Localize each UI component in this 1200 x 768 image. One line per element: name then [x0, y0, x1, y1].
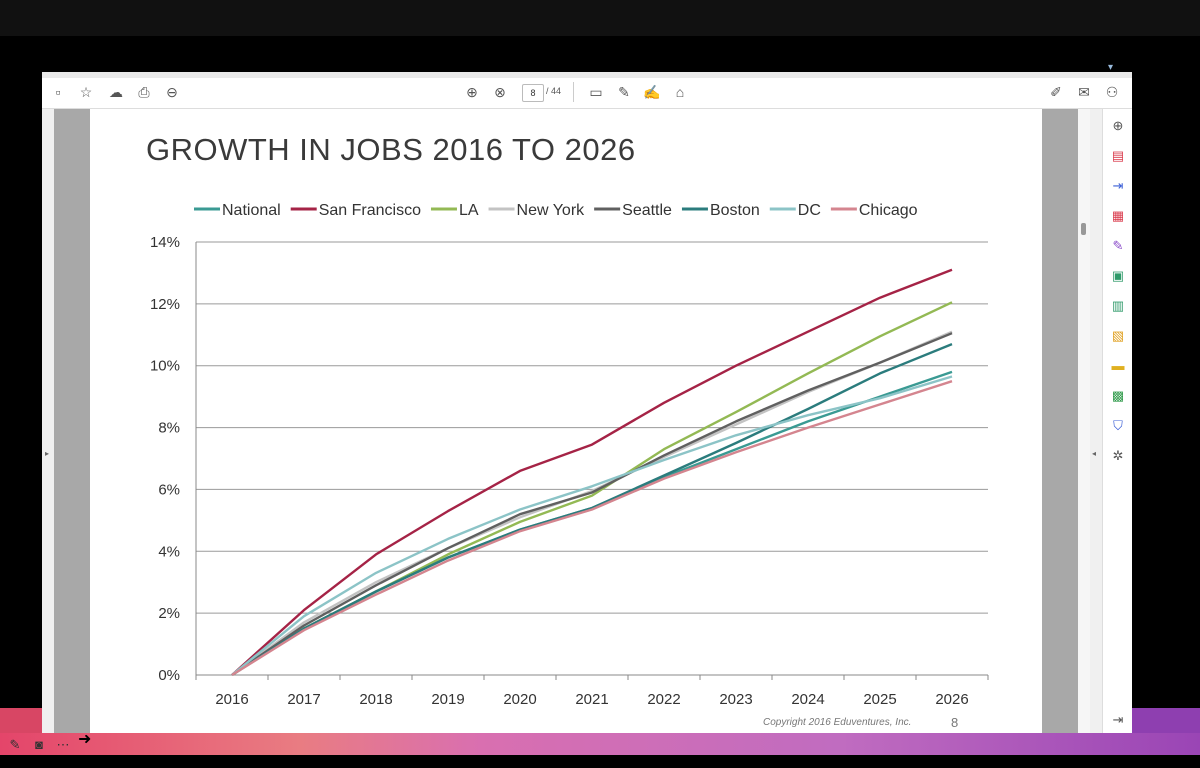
- zoom-in-icon[interactable]: ⊕: [1112, 117, 1124, 133]
- series-line-national: [231, 370, 953, 677]
- more-icon[interactable]: ⋯: [56, 736, 70, 752]
- slide-page: GROWTH IN JOBS 2016 TO 2026 0% 2% 4% 6% 8% 10…: [90, 109, 1042, 738]
- create-pdf-icon[interactable]: ▤: [1111, 147, 1125, 163]
- vertical-scrollbar[interactable]: [1078, 109, 1090, 738]
- y-tick-label: 10%: [150, 358, 180, 375]
- series-line-boston: [231, 342, 953, 677]
- y-tick-label: 6%: [158, 481, 180, 498]
- zoom-out-icon[interactable]: ⊖: [166, 84, 178, 100]
- export-pdf-icon[interactable]: ⇥: [1112, 177, 1124, 193]
- line-chart: 0% 2% 4% 6% 8% 10% 12% 14% 2016 2017 2018 2019 2020 2…: [150, 202, 989, 708]
- scrollbar-thumb[interactable]: [1081, 223, 1086, 235]
- edit-pdf-icon[interactable]: ✎: [1112, 237, 1124, 253]
- x-tick-label: 2024: [791, 691, 824, 708]
- series-line-san-francisco: [231, 268, 953, 676]
- organize-pages-icon[interactable]: ▦: [1111, 207, 1125, 223]
- bookmark-star-icon[interactable]: ☆: [79, 84, 93, 100]
- scan-icon[interactable]: ▧: [1111, 327, 1125, 343]
- y-tick-label: 4%: [158, 543, 180, 560]
- stamp-icon[interactable]: ⌂: [675, 84, 685, 100]
- mouse-cursor-icon: ➜: [78, 731, 92, 748]
- pdf-viewer-window: ▫ ☆ ☁ ⎙ ⊖ ⊕ ⊗ 8 / 44 ▭ ✎ ✍ ⌂ ✐ ✉ ⚇ ▸ GRO…: [42, 72, 1132, 738]
- screen-top-bar: [0, 0, 1200, 36]
- legend-label: LA: [459, 202, 479, 219]
- screen-black-band: [0, 36, 1200, 74]
- y-tick-label: 12%: [150, 296, 180, 313]
- combine-files-icon[interactable]: ▣: [1111, 267, 1125, 283]
- series-line-la: [231, 301, 953, 677]
- y-tick-label: 0%: [158, 667, 180, 684]
- email-icon[interactable]: ✉: [1078, 84, 1090, 100]
- comment-icon[interactable]: ▭: [589, 84, 603, 100]
- tools-side-panel: ⊕ ▤ ⇥ ▦ ✎ ▣ ▥ ▧ ▬ ▩ ⛉ ✲ ⇥: [1102, 109, 1132, 738]
- series-line-dc: [231, 375, 953, 676]
- add-user-icon[interactable]: ⚇: [1105, 84, 1119, 100]
- document-background-left: [54, 109, 90, 738]
- legend-label: DC: [798, 202, 821, 219]
- expand-left-icon: ▸: [45, 449, 50, 458]
- page-number-input[interactable]: 8: [522, 84, 544, 102]
- page-total: / 44: [546, 86, 562, 96]
- x-tick-label: 2020: [503, 691, 536, 708]
- protect-icon[interactable]: ⛉: [1113, 417, 1123, 433]
- x-tick-label: 2022: [647, 691, 680, 708]
- collapse-right-icon: ◂: [1092, 449, 1097, 458]
- y-tick-label: 2%: [158, 605, 180, 622]
- toolbar-divider: [573, 82, 574, 102]
- y-tick-label: 14%: [150, 234, 180, 251]
- x-tick-label: 2019: [431, 691, 464, 708]
- page-down-icon[interactable]: ⊗: [494, 84, 506, 100]
- x-tick-label: 2018: [359, 691, 392, 708]
- window-corner-icon: ▾: [1108, 62, 1114, 73]
- chart-title: GROWTH IN JOBS 2016 TO 2026: [146, 132, 636, 167]
- print-production-icon[interactable]: ▩: [1111, 387, 1125, 403]
- taskbar: [0, 733, 1200, 755]
- tab-strip: [42, 72, 1132, 78]
- comment-panel-icon[interactable]: ▬: [1111, 357, 1125, 373]
- legend-label: San Francisco: [319, 202, 421, 219]
- y-tick-label: 8%: [158, 420, 180, 437]
- legend-label: Boston: [710, 202, 760, 219]
- pdf-toolbar: ▫ ☆ ☁ ⎙ ⊖ ⊕ ⊗ 8 / 44 ▭ ✎ ✍ ⌂ ✐ ✉ ⚇: [42, 78, 1132, 109]
- fill-sign-icon[interactable]: ✐: [1050, 84, 1062, 100]
- slide-number: 8: [951, 715, 959, 730]
- document-background-right: [1042, 109, 1078, 738]
- screen-bottom-bar: [0, 755, 1200, 768]
- highlight-pen-icon[interactable]: ✎: [618, 84, 630, 100]
- legend-label: Chicago: [859, 202, 918, 219]
- series-line-seattle: [231, 332, 953, 676]
- series-line-chicago: [231, 380, 953, 677]
- upload-cloud-icon[interactable]: ☁: [109, 84, 123, 100]
- copyright-text: Copyright 2016 Eduventures, Inc.: [763, 717, 912, 728]
- save-disk-icon[interactable]: ◙: [35, 736, 43, 752]
- right-pane-toggle[interactable]: ◂: [1090, 109, 1102, 738]
- more-tools-icon[interactable]: ✲: [1112, 447, 1124, 463]
- left-pane-toggle[interactable]: ▸: [42, 109, 54, 738]
- legend-label: National: [222, 202, 281, 219]
- print-icon[interactable]: ⎙: [138, 84, 150, 100]
- legend-label: New York: [517, 202, 586, 219]
- x-tick-label: 2016: [215, 691, 248, 708]
- series-line-new-york: [231, 330, 953, 676]
- compress-pdf-icon[interactable]: ▥: [1111, 297, 1125, 313]
- legend-label: Seattle: [622, 202, 672, 219]
- x-tick-label: 2023: [719, 691, 752, 708]
- x-tick-label: 2025: [863, 691, 896, 708]
- save-icon[interactable]: ▫: [55, 84, 61, 100]
- sign-icon[interactable]: ✍: [643, 84, 661, 100]
- x-tick-label: 2017: [287, 691, 320, 708]
- page-up-icon[interactable]: ⊕: [466, 84, 478, 100]
- x-tick-label: 2026: [935, 691, 968, 708]
- x-tick-label: 2021: [575, 691, 608, 708]
- expand-panel-icon[interactable]: ⇥: [1112, 711, 1124, 727]
- pencil-icon[interactable]: ✎: [9, 736, 21, 752]
